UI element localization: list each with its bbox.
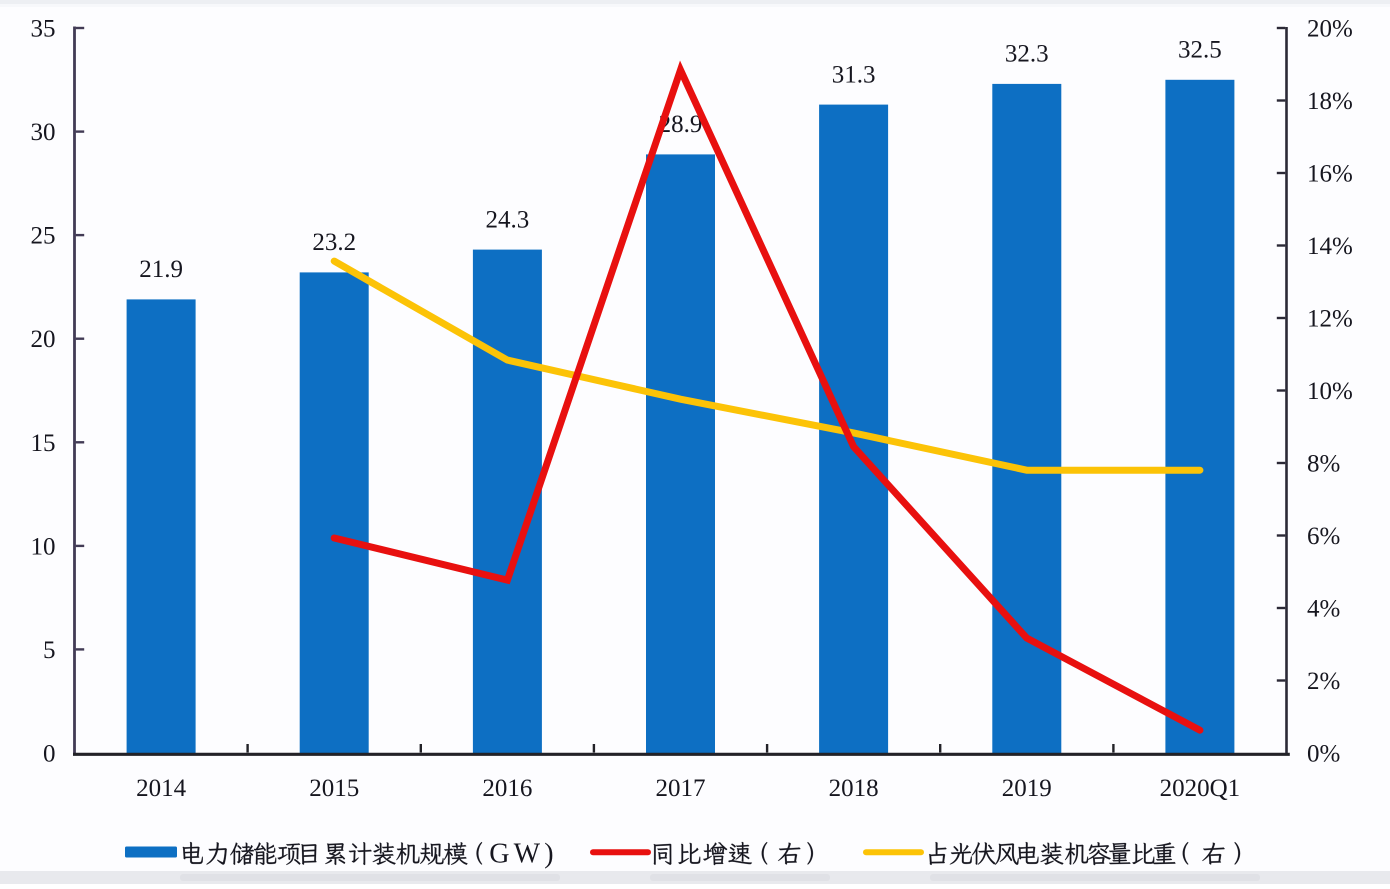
- svg-text:20: 20: [31, 326, 56, 353]
- svg-text:10: 10: [31, 533, 56, 560]
- svg-text:20%: 20%: [1307, 16, 1353, 43]
- svg-text:2014: 2014: [136, 775, 187, 802]
- svg-text:32.3: 32.3: [1005, 41, 1049, 68]
- svg-text:2020Q1: 2020Q1: [1160, 775, 1241, 802]
- svg-text:10%: 10%: [1307, 378, 1353, 405]
- svg-text:32.5: 32.5: [1178, 37, 1222, 64]
- svg-text:8%: 8%: [1307, 451, 1340, 478]
- svg-text:GW): GW): [489, 839, 558, 870]
- svg-text:2019: 2019: [1002, 775, 1052, 802]
- svg-text:5: 5: [43, 637, 56, 664]
- svg-text:2018: 2018: [829, 775, 879, 802]
- svg-text:16%: 16%: [1307, 161, 1353, 188]
- svg-text:35: 35: [31, 16, 56, 43]
- svg-text:2017: 2017: [656, 775, 706, 802]
- svg-text:31.3: 31.3: [832, 61, 876, 88]
- svg-text:0: 0: [43, 741, 56, 768]
- svg-text:15: 15: [31, 430, 56, 457]
- svg-text:0%: 0%: [1307, 741, 1340, 768]
- svg-text:23.2: 23.2: [312, 229, 356, 256]
- svg-text:30: 30: [31, 119, 56, 146]
- svg-text:25: 25: [31, 223, 56, 250]
- svg-text:14%: 14%: [1307, 233, 1353, 260]
- svg-text:24.3: 24.3: [486, 206, 530, 233]
- svg-text:12%: 12%: [1307, 306, 1353, 333]
- svg-text:2016: 2016: [482, 775, 532, 802]
- svg-text:18%: 18%: [1307, 88, 1353, 115]
- svg-text:6%: 6%: [1307, 523, 1340, 550]
- svg-text:2015: 2015: [309, 775, 359, 802]
- svg-text:2%: 2%: [1307, 668, 1340, 695]
- svg-text:4%: 4%: [1307, 596, 1340, 623]
- svg-text:21.9: 21.9: [139, 256, 183, 283]
